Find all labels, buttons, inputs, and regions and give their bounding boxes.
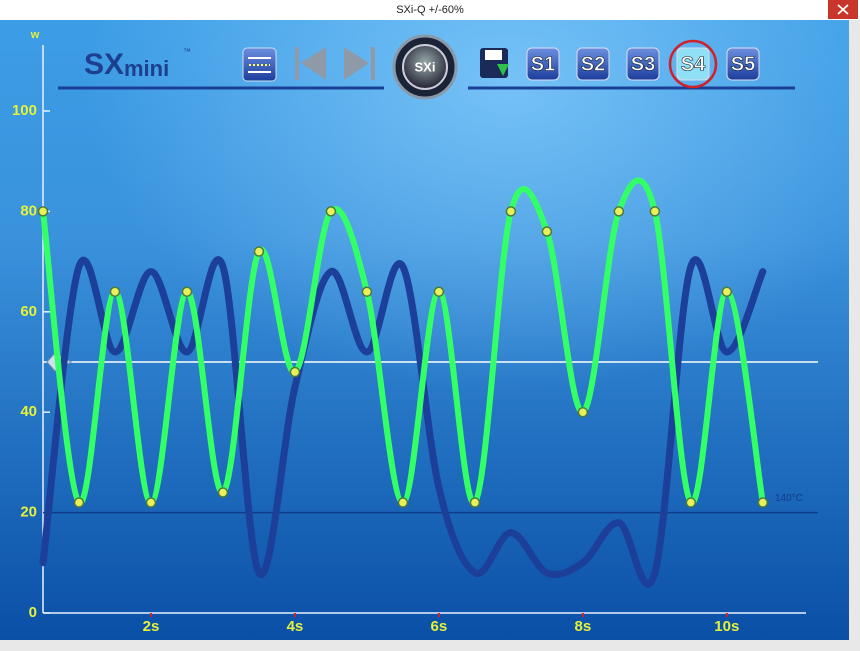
data-point[interactable]: [37, 206, 49, 217]
data-point[interactable]: [73, 497, 85, 508]
data-point[interactable]: [361, 286, 373, 297]
close-button[interactable]: [828, 0, 858, 19]
badge-label: SXi: [415, 59, 436, 74]
preset-label: S1: [531, 53, 555, 75]
preset-button[interactable]: S4: [668, 39, 718, 89]
preset-button[interactable]: S2: [576, 47, 610, 81]
preset-label: S4: [681, 53, 706, 75]
title-bar: [0, 0, 860, 20]
data-point[interactable]: [181, 286, 193, 297]
preset-face: [526, 47, 560, 81]
menu-button[interactable]: [242, 47, 277, 82]
chart-glow: [0, 20, 849, 640]
y-tick-label: 20: [20, 504, 37, 521]
data-point[interactable]: [145, 497, 157, 508]
x-tick-label: 8s: [575, 618, 592, 635]
next-button[interactable]: [344, 47, 375, 80]
window-title: SXi-Q +/-60%: [396, 4, 464, 16]
preset-button[interactable]: S3: [626, 47, 660, 81]
x-tick-label: 2s: [143, 618, 160, 635]
preset-face: [626, 47, 660, 81]
data-point[interactable]: [469, 497, 481, 508]
y-axis-label: w: [30, 29, 40, 41]
preset-face: [726, 47, 760, 81]
trademark: ™: [183, 47, 191, 56]
x-tick-label: 6s: [431, 618, 448, 635]
preset-button[interactable]: S5: [726, 47, 760, 81]
data-point[interactable]: [289, 366, 301, 378]
data-point[interactable]: [721, 286, 733, 297]
y-tick-label: 0: [29, 604, 37, 621]
data-point[interactable]: [541, 226, 553, 237]
brand: SX: [84, 48, 124, 81]
brand-logo: SX mini ™: [84, 47, 191, 81]
preset-face: [676, 47, 710, 81]
data-point[interactable]: [505, 206, 517, 217]
data-point[interactable]: [217, 487, 229, 498]
save-button[interactable]: [480, 48, 509, 78]
y-tick-label: 60: [20, 303, 37, 320]
data-point[interactable]: [757, 497, 769, 508]
series-line: [39, 256, 767, 588]
preset-label: S3: [631, 53, 655, 75]
preset-face: [576, 47, 610, 81]
data-point[interactable]: [649, 206, 661, 217]
data-point[interactable]: [397, 497, 409, 508]
x-tick-label: 4s: [287, 618, 304, 635]
reference-label: 140°C: [775, 493, 803, 504]
data-point[interactable]: [577, 406, 589, 418]
preset-button[interactable]: S1: [526, 47, 560, 81]
x-tick-label: 10s: [714, 618, 739, 635]
y-tick-label: 100: [12, 102, 37, 119]
data-point[interactable]: [433, 286, 445, 297]
data-point[interactable]: [253, 246, 265, 257]
data-point[interactable]: [109, 286, 121, 297]
brand-suffix: mini: [124, 56, 169, 81]
data-point[interactable]: [325, 206, 337, 217]
active-ring: [668, 39, 718, 89]
y-tick-label: 80: [20, 202, 37, 219]
y-tick-label: 40: [20, 403, 37, 420]
preset-label: S2: [581, 53, 605, 75]
previous-button[interactable]: [295, 47, 326, 80]
center-badge[interactable]: SXi: [392, 34, 458, 100]
data-point[interactable]: [685, 497, 697, 508]
data-point[interactable]: [613, 206, 625, 217]
preset-label: S5: [731, 53, 755, 75]
